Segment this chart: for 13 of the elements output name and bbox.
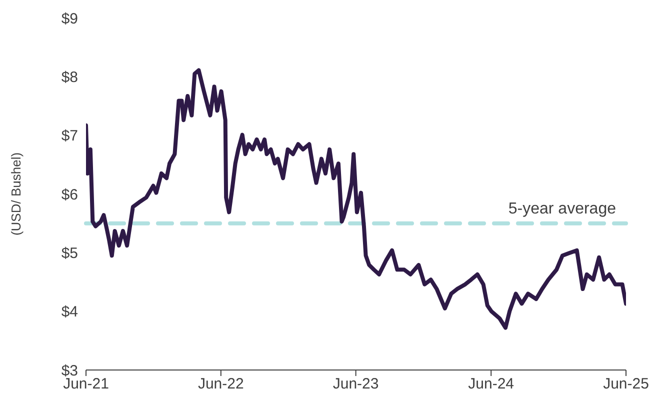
ref-line-label: 5-year average <box>508 200 616 218</box>
y-tick-label: $5 <box>61 244 78 262</box>
x-tick-label: Jun-23 <box>332 376 379 393</box>
x-tick-label: Jun-22 <box>198 376 244 393</box>
x-tick-label: Jun-24 <box>468 376 514 393</box>
y-axis-title: (USD/ Bushel) <box>8 152 24 236</box>
y-tick-label: $9 <box>61 10 78 28</box>
y-tick-label: $4 <box>61 304 78 321</box>
y-tick-label: $8 <box>61 68 78 86</box>
x-tick-label: Jun-25 <box>603 376 649 393</box>
y-tick-label: $7 <box>61 128 78 145</box>
line-series <box>86 68 626 330</box>
y-tick-label: $6 <box>61 186 78 204</box>
